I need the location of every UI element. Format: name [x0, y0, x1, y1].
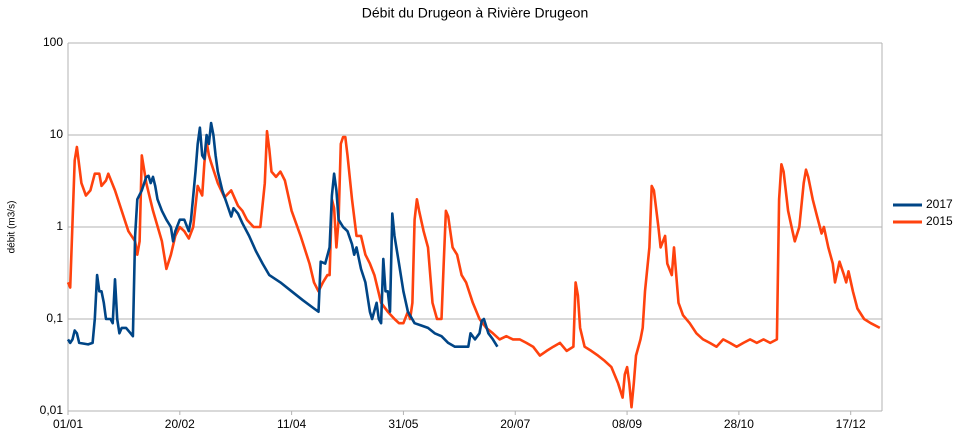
x-tick-label: 01/01	[53, 417, 83, 431]
y-axis-label: débit (m3/s)	[7, 201, 18, 254]
x-tick-label: 20/02	[165, 417, 195, 431]
x-tick-label: 08/09	[612, 417, 642, 431]
y-tick-label: 0,1	[46, 311, 63, 325]
x-tick-label: 28/10	[724, 417, 754, 431]
legend-label: 2015	[926, 214, 953, 228]
chart-title: Débit du Drugeon à Rivière Drugeon	[362, 5, 588, 21]
series-line	[66, 121, 499, 348]
x-tick-label: 20/07	[500, 417, 530, 431]
y-tick-label: 0,01	[40, 403, 64, 417]
x-tick-label: 17/12	[836, 417, 866, 431]
y-tick-label: 1	[56, 219, 63, 233]
y-tick-label: 100	[43, 35, 63, 49]
legend-label: 2017	[926, 197, 953, 211]
y-tick-label: 10	[50, 127, 64, 141]
x-tick-label: 31/05	[388, 417, 418, 431]
x-tick-label: 11/04	[277, 417, 306, 431]
series-line	[66, 129, 881, 409]
